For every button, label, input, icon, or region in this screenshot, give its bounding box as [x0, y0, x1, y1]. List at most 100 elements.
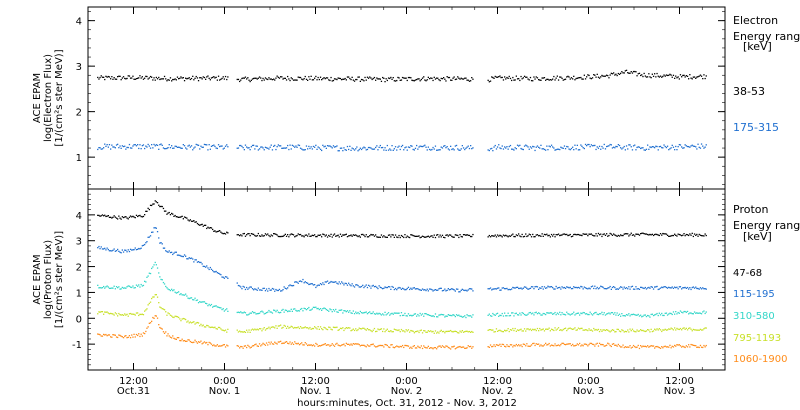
data-point: [314, 77, 316, 79]
data-point: [140, 215, 142, 218]
data-point: [335, 235, 337, 237]
data-point: [148, 208, 150, 211]
data-point: [593, 144, 595, 147]
data-point: [520, 287, 522, 289]
data-point: [185, 340, 187, 342]
data-point: [192, 321, 194, 323]
data-point: [541, 328, 543, 331]
data-point: [504, 345, 506, 347]
data-point: [291, 326, 293, 328]
data-point: [662, 232, 664, 235]
data-point: [621, 234, 623, 237]
data-point: [215, 76, 217, 78]
data-point: [270, 311, 272, 313]
data-point: [450, 79, 452, 81]
data-point: [188, 339, 190, 341]
data-point: [574, 286, 576, 289]
data-point: [616, 288, 618, 290]
data-point: [419, 289, 421, 291]
data-point: [385, 78, 387, 80]
data-point: [122, 216, 125, 219]
data-point: [343, 78, 345, 80]
data-point: [498, 144, 500, 146]
y-axis-title-line: ACE EPAM: [32, 254, 43, 304]
data-point: [315, 327, 317, 329]
data-point: [292, 234, 295, 236]
data-point: [538, 146, 540, 148]
data-point: [371, 78, 373, 81]
data-point: [339, 327, 342, 329]
data-point: [187, 219, 189, 221]
data-point: [462, 289, 465, 291]
data-point: [297, 282, 299, 284]
data-point: [657, 75, 659, 77]
data-point: [141, 335, 143, 337]
data-point: [142, 244, 145, 246]
data-point: [625, 69, 628, 71]
data-point: [288, 310, 290, 312]
data-point: [588, 328, 590, 330]
data-point: [370, 312, 372, 315]
data-point: [251, 144, 254, 147]
data-point: [491, 346, 493, 348]
data-point: [357, 150, 359, 152]
data-point: [179, 146, 181, 149]
data-point: [410, 287, 412, 289]
data-point: [180, 320, 182, 322]
data-point: [220, 328, 222, 330]
data-point: [516, 345, 519, 347]
data-point: [502, 234, 505, 236]
data-point: [119, 75, 121, 77]
data-point: [453, 236, 455, 238]
data-point: [329, 79, 331, 82]
data-point: [444, 288, 446, 290]
data-point: [333, 146, 336, 148]
data-point: [224, 75, 227, 78]
data-point: [254, 288, 256, 290]
data-point: [575, 77, 577, 80]
data-point: [277, 235, 279, 238]
data-point: [557, 148, 560, 150]
data-point: [547, 328, 549, 330]
data-point: [686, 75, 689, 77]
data-point: [222, 233, 224, 235]
data-point: [316, 328, 318, 330]
data-point: [563, 78, 566, 81]
data-point: [575, 234, 577, 236]
data-point: [501, 312, 503, 315]
data-point: [380, 314, 383, 316]
data-point: [543, 344, 546, 346]
data-point: [617, 234, 619, 237]
data-point: [237, 345, 240, 347]
data-point: [657, 288, 659, 291]
data-point: [672, 311, 675, 313]
data-point: [691, 344, 693, 346]
data-point: [620, 315, 622, 317]
data-point: [187, 77, 189, 80]
data-point: [625, 233, 628, 235]
data-point: [254, 148, 256, 150]
data-point: [492, 76, 494, 79]
data-point: [208, 144, 210, 146]
data-point: [468, 234, 471, 237]
data-point: [365, 149, 367, 151]
data-point: [391, 78, 393, 80]
data-point: [101, 248, 104, 250]
data-point: [563, 328, 566, 330]
data-point: [397, 345, 399, 348]
data-point: [409, 331, 411, 333]
data-point: [250, 312, 252, 314]
data-point: [345, 327, 347, 329]
data-point: [124, 145, 126, 147]
data-point: [298, 280, 301, 282]
data-point: [700, 329, 703, 331]
data-point: [271, 235, 274, 237]
data-point: [267, 147, 269, 149]
data-point: [331, 311, 333, 313]
data-point: [378, 312, 380, 314]
data-point: [471, 148, 473, 150]
data-point: [570, 288, 573, 290]
data-point: [217, 230, 220, 232]
data-point: [97, 313, 99, 315]
data-point: [462, 331, 465, 333]
